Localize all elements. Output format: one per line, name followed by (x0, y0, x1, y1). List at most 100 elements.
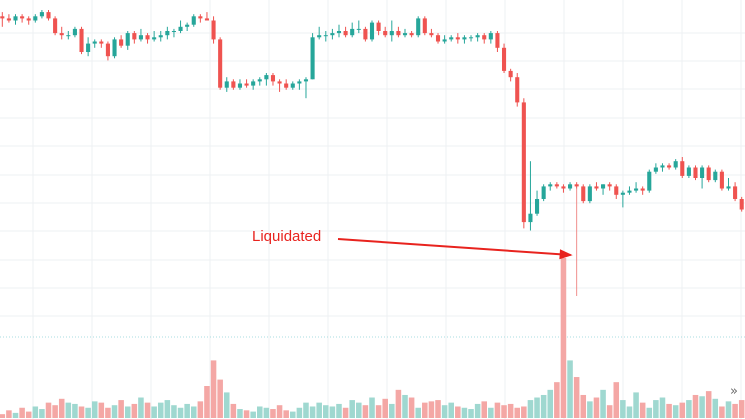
candle-up (290, 81, 295, 90)
candle-up (356, 20, 361, 34)
candle-body (264, 75, 269, 80)
candle-down (79, 26, 84, 55)
candle-down (429, 28, 434, 38)
candle-body (204, 18, 210, 21)
volume-bar (620, 400, 626, 418)
candle-up (660, 163, 665, 172)
candle-up (92, 39, 97, 48)
candle-down (594, 182, 599, 191)
volume-bar (316, 402, 322, 418)
candle-body (594, 186, 599, 189)
volume-bar (290, 411, 296, 418)
volume-bar (547, 389, 554, 418)
candle-down (515, 73, 520, 107)
volume-bar (171, 405, 177, 418)
candle-down (455, 33, 460, 44)
candle-body (350, 28, 355, 36)
volume-bar (98, 402, 105, 418)
volume-bar (481, 401, 488, 418)
volume-bar (501, 405, 507, 418)
candle-down (482, 33, 487, 44)
volume-bar (415, 407, 421, 418)
volume-bar (474, 403, 481, 418)
volume-bar (230, 403, 237, 418)
volume-bar (573, 377, 580, 418)
candle-body (178, 26, 183, 31)
candle-up (317, 26, 322, 40)
candle-down (607, 182, 612, 191)
candle-down (270, 73, 276, 86)
candle-body (449, 37, 454, 40)
scroll-to-realtime-button[interactable]: » (727, 385, 741, 399)
candle-up (534, 190, 540, 216)
candle-down (231, 79, 236, 90)
volume-bar (639, 402, 646, 418)
candle-up (39, 10, 44, 19)
volume-bar (507, 403, 514, 418)
candle-body (310, 37, 315, 80)
volume-bar (250, 411, 256, 418)
candle-body (20, 16, 25, 19)
candle-up (165, 26, 170, 40)
candle-body (323, 35, 328, 37)
volume-bar (184, 403, 190, 418)
candle-up (350, 22, 355, 38)
volume-bar (138, 397, 144, 418)
candle-down (59, 26, 64, 40)
volume-bar (283, 410, 289, 418)
volume-bar (626, 406, 633, 418)
volume-bar (349, 400, 355, 418)
candle-down (198, 14, 203, 23)
volume-bar (422, 402, 428, 418)
candle-body (620, 192, 625, 195)
volume-bar (375, 405, 382, 418)
volume-bar (39, 409, 45, 418)
candle-body (218, 39, 223, 88)
volume-bar (408, 397, 415, 418)
volume-bar (613, 382, 620, 418)
candle-body (693, 167, 698, 178)
candle-down (495, 31, 500, 52)
volume-bar (435, 400, 441, 418)
candle-up (620, 190, 625, 208)
candle-body (363, 28, 368, 40)
candle-up (587, 184, 592, 204)
volume-bar (362, 405, 369, 418)
volume-bar (554, 382, 560, 418)
candle-body (277, 81, 282, 84)
candle-body (224, 81, 229, 88)
candle-up (257, 77, 262, 86)
candle-body (383, 31, 388, 36)
candle-body (739, 199, 744, 210)
volume-bar (323, 405, 329, 418)
candle-body (627, 190, 632, 193)
candle-up (475, 33, 480, 42)
candle-body (336, 31, 342, 34)
candle-up (416, 16, 421, 38)
volume-bar (686, 400, 692, 418)
candle-body (501, 47, 507, 71)
candle-body (330, 33, 335, 36)
volume-bar (527, 400, 534, 418)
candle-up (653, 163, 658, 174)
candle-body (112, 39, 117, 57)
volume-bar (633, 392, 639, 418)
volume-bar (389, 403, 395, 418)
candle-up (568, 182, 573, 191)
candle-body (713, 171, 718, 181)
candle-down (277, 79, 282, 92)
candle-body (26, 18, 31, 21)
volume-bars (0, 258, 745, 418)
volume-bar (329, 406, 336, 418)
candle-body (369, 22, 375, 40)
candle-body (521, 102, 526, 223)
volume-bar (666, 403, 672, 418)
candle-down (343, 26, 348, 38)
candle-up (330, 28, 335, 40)
candle-down (581, 184, 586, 204)
candle-body (660, 165, 665, 168)
volume-bar (521, 406, 527, 418)
candle-down (614, 184, 619, 199)
volume-bar (494, 402, 501, 418)
